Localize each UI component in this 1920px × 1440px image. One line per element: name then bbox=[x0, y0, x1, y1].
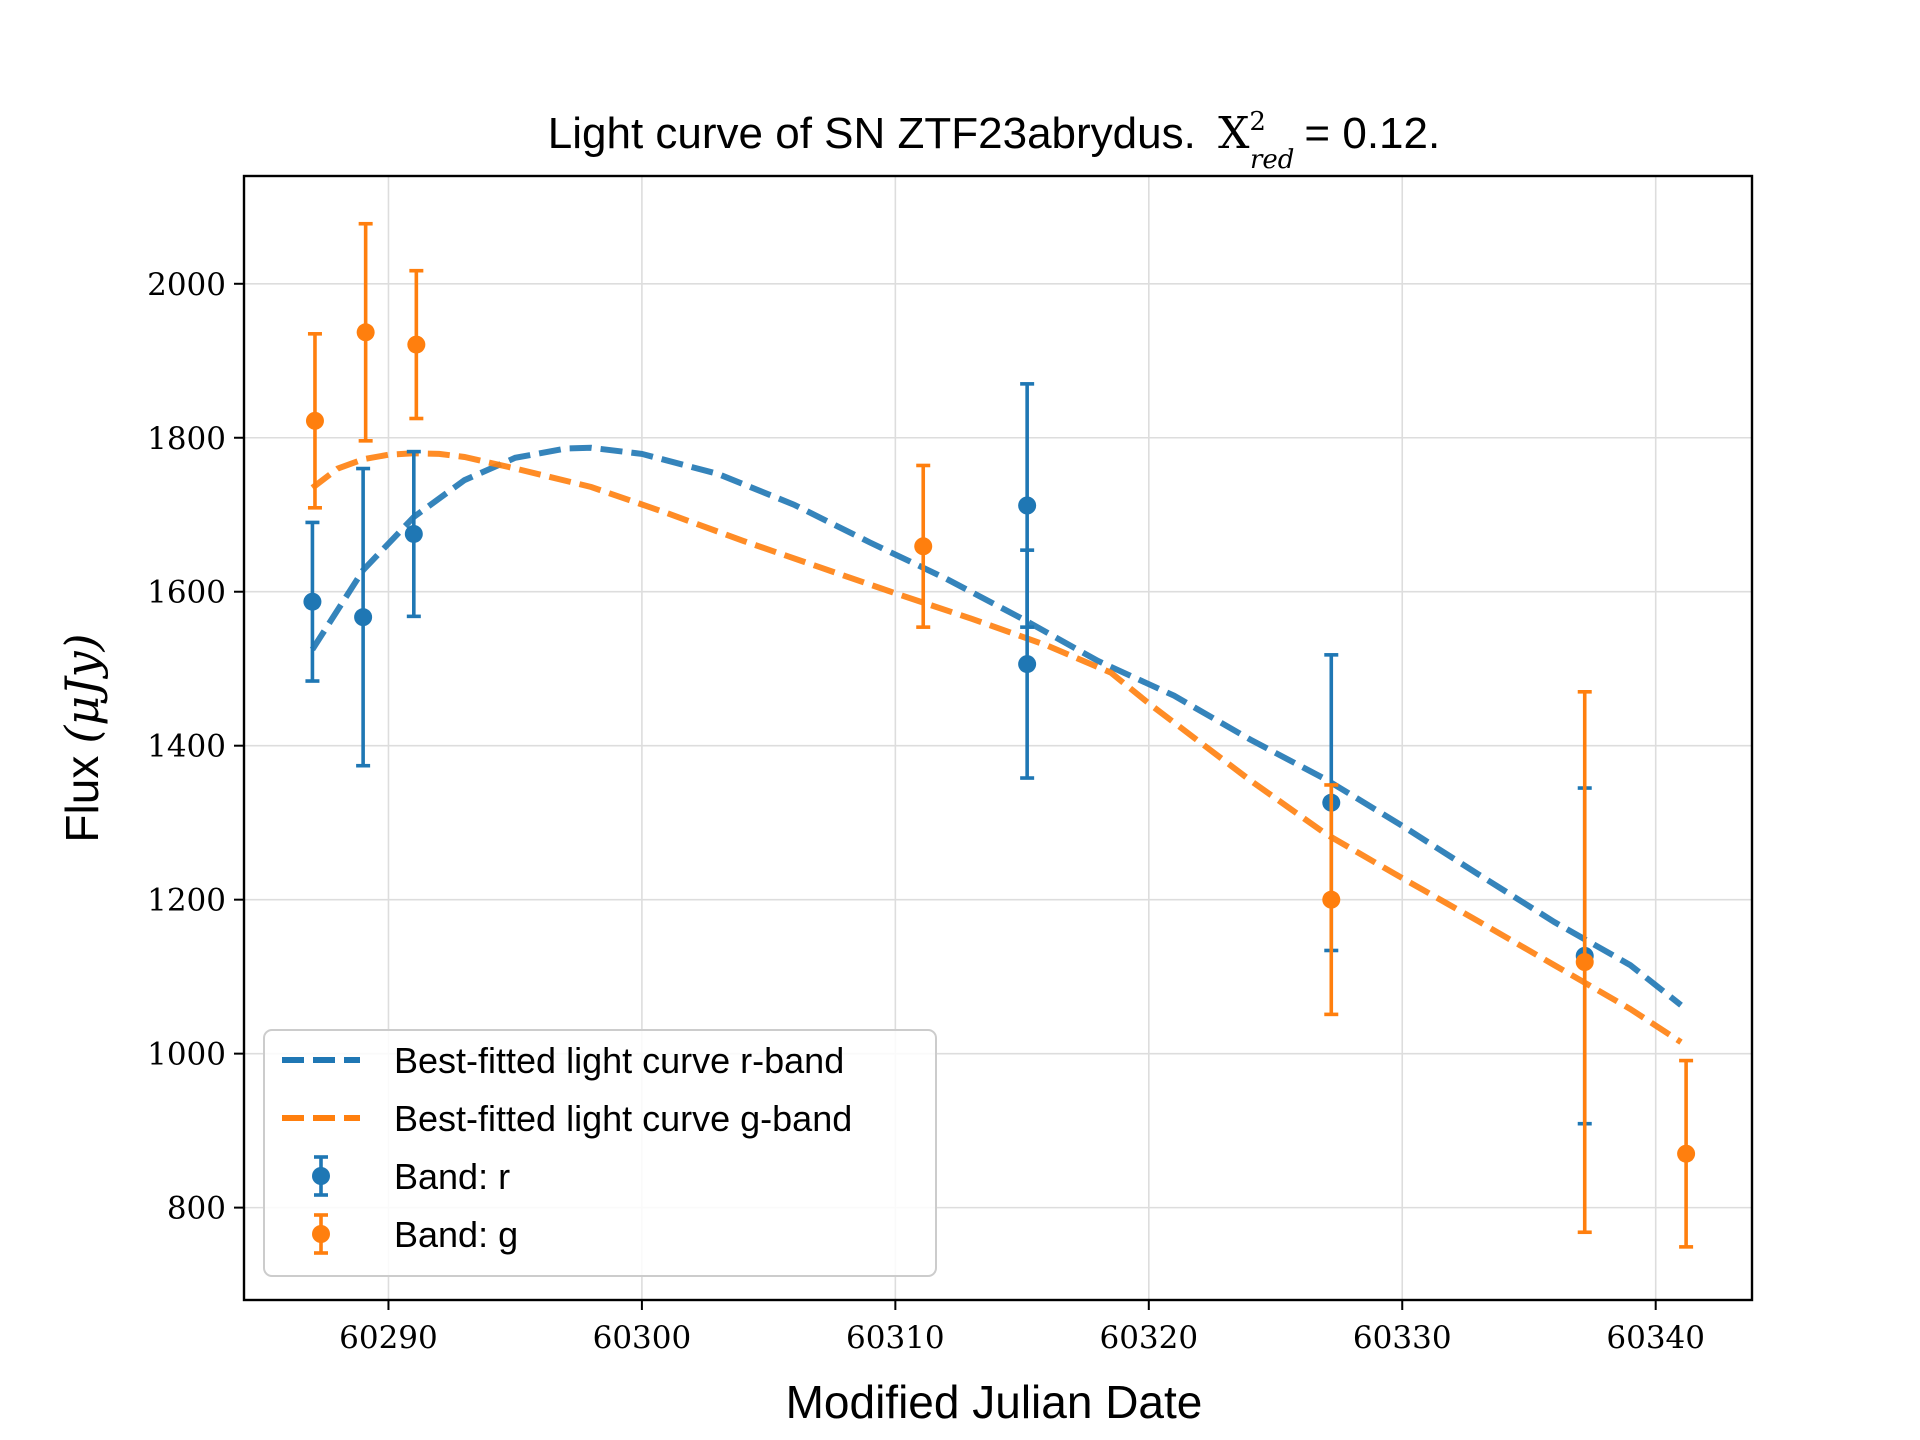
y-tick-label: 1600 bbox=[147, 575, 226, 611]
grid-lines bbox=[244, 176, 1752, 1300]
data-point-g bbox=[914, 463, 933, 629]
data-points bbox=[303, 221, 1696, 1249]
fit-curves bbox=[309, 444, 1683, 1045]
chart-title: Light curve of SN ZTF23abrydus. X2 red = 0… bbox=[548, 107, 1440, 175]
legend-box bbox=[263, 1029, 937, 1277]
data-point-r bbox=[1018, 548, 1037, 780]
data-point-g bbox=[407, 268, 426, 421]
data-point-g bbox=[1575, 690, 1594, 1235]
data-point-g bbox=[1677, 1058, 1696, 1249]
data-marker bbox=[1322, 890, 1341, 909]
x-axis-title: Modified Julian Date bbox=[786, 1376, 1203, 1428]
x-tick-label: 60310 bbox=[846, 1320, 945, 1356]
data-marker bbox=[1018, 496, 1037, 515]
data-marker bbox=[356, 323, 375, 342]
y-tick-label: 2000 bbox=[147, 267, 226, 303]
legend-marker-swatch bbox=[312, 1167, 330, 1185]
x-tick-label: 60300 bbox=[593, 1320, 692, 1356]
y-tick-label: 1000 bbox=[147, 1037, 226, 1073]
legend-item: Band: g bbox=[312, 1213, 518, 1255]
legend: Best-fitted light curve r-band Best-fitte… bbox=[263, 1029, 937, 1277]
chart-title-text: Light curve of SN ZTF23abrydus. bbox=[548, 109, 1196, 158]
data-point-g bbox=[1322, 783, 1341, 1017]
legend-item: Best-fitted light curve r-band bbox=[282, 1040, 844, 1081]
y-axis-title-text: Flux bbox=[56, 756, 108, 843]
x-tick-label: 60290 bbox=[339, 1320, 438, 1356]
x-tick-label: 60340 bbox=[1606, 1320, 1705, 1356]
legend-marker-swatch bbox=[312, 1225, 330, 1243]
fit-line-r-band bbox=[309, 444, 1683, 1008]
y-tick-label: 1200 bbox=[147, 883, 226, 919]
data-point-r bbox=[354, 466, 373, 768]
data-marker bbox=[305, 411, 324, 430]
y-axis-title: Flux (μJy) bbox=[55, 633, 109, 842]
fit-line-g-band bbox=[310, 450, 1683, 1045]
data-point-r bbox=[303, 520, 322, 683]
title-chi-value: = 0.12. bbox=[1304, 109, 1440, 158]
y-axis-title-unit: (μJy) bbox=[55, 633, 109, 743]
data-point-r bbox=[404, 449, 423, 619]
x-tick-label: 60330 bbox=[1353, 1320, 1452, 1356]
data-marker bbox=[914, 537, 933, 556]
data-marker bbox=[404, 524, 423, 543]
data-marker bbox=[407, 335, 426, 354]
data-marker bbox=[1575, 953, 1594, 972]
data-marker bbox=[1677, 1144, 1696, 1163]
legend-label: Best-fitted light curve r-band bbox=[394, 1040, 844, 1081]
y-tick-label: 1400 bbox=[147, 729, 226, 765]
y-tick-label: 1800 bbox=[147, 421, 226, 457]
data-point-g bbox=[305, 332, 324, 510]
legend-label: Band: g bbox=[394, 1214, 518, 1255]
data-marker bbox=[303, 592, 322, 611]
title-chi-superscript: 2 bbox=[1249, 107, 1266, 137]
axis-ticks: 60290 60300 60310 60320 60330 60340 800 1000 120… bbox=[147, 267, 1705, 1356]
legend-label: Best-fitted light curve g-band bbox=[394, 1098, 852, 1139]
data-marker bbox=[354, 608, 373, 627]
title-chi-subscript: red bbox=[1250, 145, 1294, 175]
plot-frame bbox=[242, 174, 1754, 1302]
legend-item: Best-fitted light curve g-band bbox=[282, 1098, 852, 1139]
legend-item: Band: r bbox=[312, 1155, 510, 1197]
title-chi-symbol: X bbox=[1218, 108, 1250, 159]
x-tick-label: 60320 bbox=[1099, 1320, 1198, 1356]
data-marker bbox=[1018, 655, 1037, 674]
y-tick-label: 800 bbox=[167, 1191, 226, 1227]
data-point-g bbox=[356, 221, 375, 443]
legend-label: Band: r bbox=[394, 1156, 510, 1197]
